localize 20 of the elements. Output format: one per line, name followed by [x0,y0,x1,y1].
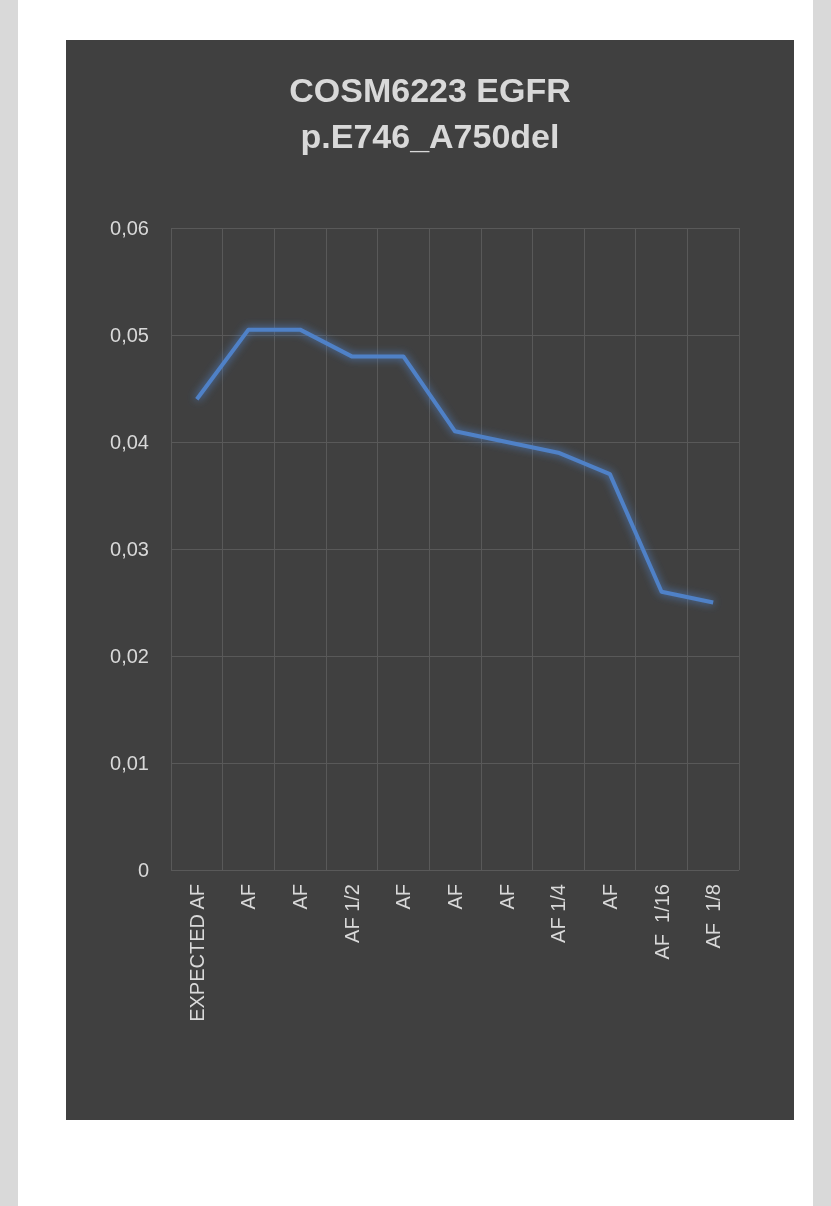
y-tick-label: 0,04 [110,431,149,453]
x-tick-label: AF 1/8 [702,884,725,949]
x-tick-label: AF 1/2 [340,884,363,943]
line-series [194,327,716,605]
y-tick-label: 0,01 [110,752,149,774]
x-tick-label: AF [237,884,260,910]
x-tick-label: AF [495,884,518,910]
y-tick-label: 0,06 [110,217,149,239]
chart-title: COSM6223 EGFR p.E746_A750del [289,71,571,155]
x-tick-label: AF 1/16 [650,884,673,960]
x-tick-label: AF [392,884,415,910]
y-tick-label: 0 [137,859,149,881]
x-tick-label: AF 1/4 [547,884,570,943]
y-tick-label: 0,03 [110,538,149,560]
x-tick-label: EXPECTED AF [185,884,208,1022]
x-tick-label: AF [598,884,621,910]
y-tick-label: 0,02 [110,645,149,667]
x-tick-label: AF [444,884,466,910]
x-tick-label: AF [289,884,312,910]
y-tick-label: 0,05 [110,324,149,346]
